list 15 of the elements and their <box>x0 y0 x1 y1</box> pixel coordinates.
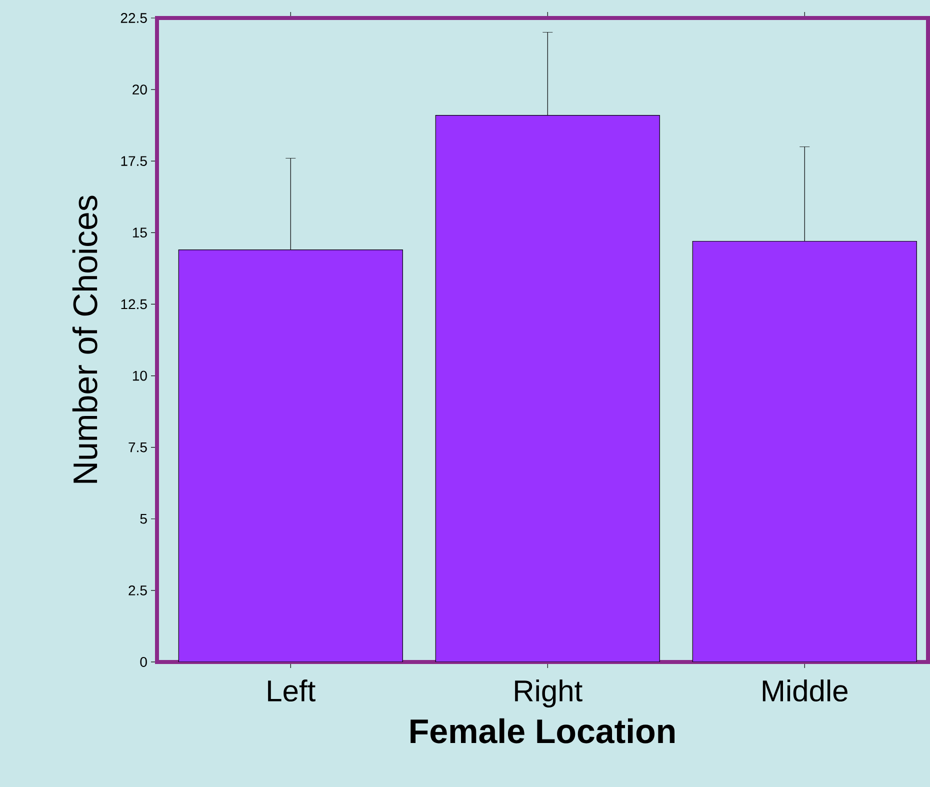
y-tick-label: 17.5 <box>121 156 147 166</box>
y-tick-label: 15 <box>132 228 147 238</box>
y-axis-title: Number of Choices <box>72 196 98 483</box>
x-tick-label: Right <box>515 680 582 708</box>
y-tick-label: 22.5 <box>120 13 147 23</box>
y-tick-label: 2.5 <box>128 585 147 596</box>
y-tick-label: 5 <box>140 514 147 524</box>
y-tick-label: 10 <box>132 370 147 381</box>
x-tick-label: Left <box>268 680 316 702</box>
y-tick-label: 7.5 <box>128 442 147 452</box>
y-tick-label: 12.5 <box>121 299 147 310</box>
x-tick-label: Middle <box>762 680 848 702</box>
x-axis-title: Female Location <box>410 718 675 744</box>
y-tick-label: 20 <box>132 84 147 95</box>
y-tick-label: 0 <box>140 657 147 667</box>
